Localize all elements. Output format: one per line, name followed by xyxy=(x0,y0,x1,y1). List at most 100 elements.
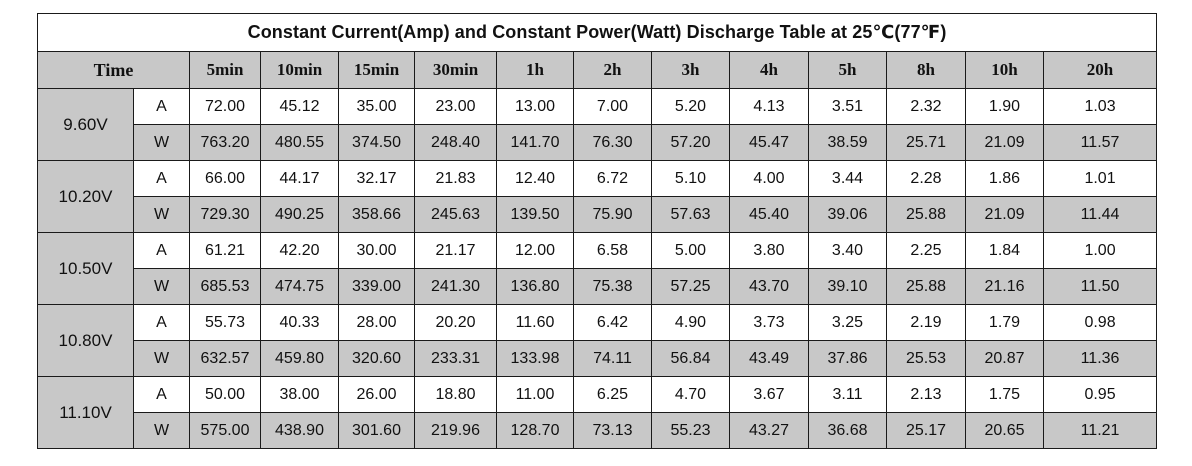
value-cell: 438.90 xyxy=(260,412,339,449)
column-header: 1h xyxy=(496,51,574,89)
value-cell: 632.57 xyxy=(189,340,261,377)
value-cell: 74.11 xyxy=(573,340,652,377)
value-cell: 3.67 xyxy=(729,376,809,413)
discharge-table-container: Constant Current(Amp) and Constant Power… xyxy=(36,13,1158,449)
value-cell: 55.23 xyxy=(651,412,730,449)
value-cell: 72.00 xyxy=(189,88,261,125)
value-cell: 6.72 xyxy=(573,160,652,197)
value-cell: 45.47 xyxy=(729,124,809,161)
value-cell: 25.53 xyxy=(886,340,966,377)
value-cell: 4.00 xyxy=(729,160,809,197)
table-row: 11.10V A 50.00 38.00 26.00 18.80 11.00 6.25 4.70… xyxy=(37,376,1158,449)
unit-cell: A xyxy=(133,232,190,269)
value-cell: 2.32 xyxy=(886,88,966,125)
unit-cell: A xyxy=(133,160,190,197)
value-cell: 490.25 xyxy=(260,196,339,233)
time-header: Time xyxy=(37,51,190,89)
column-header: 30min xyxy=(414,51,497,89)
value-cell: 38.59 xyxy=(808,124,887,161)
value-cell: 43.70 xyxy=(729,268,809,305)
value-cell: 39.10 xyxy=(808,268,887,305)
value-cell: 11.00 xyxy=(496,376,574,413)
value-cell: 3.11 xyxy=(808,376,887,413)
value-cell: 21.16 xyxy=(965,268,1044,305)
value-cell: 139.50 xyxy=(496,196,574,233)
value-cell: 13.00 xyxy=(496,88,574,125)
voltage-cell: 10.50V xyxy=(37,232,134,305)
value-cell: 3.51 xyxy=(808,88,887,125)
value-cell: 219.96 xyxy=(414,412,497,449)
value-cell: 21.09 xyxy=(965,124,1044,161)
unit-cell: W xyxy=(133,340,190,377)
value-cell: 245.63 xyxy=(414,196,497,233)
column-header: 5min xyxy=(189,51,261,89)
value-cell: 374.50 xyxy=(338,124,415,161)
value-cell: 1.86 xyxy=(965,160,1044,197)
value-cell: 61.21 xyxy=(189,232,261,269)
value-cell: 3.80 xyxy=(729,232,809,269)
value-cell: 11.57 xyxy=(1042,124,1158,161)
value-cell: 38.00 xyxy=(260,376,339,413)
value-cell: 3.25 xyxy=(808,304,887,341)
value-cell: 11.50 xyxy=(1042,268,1158,305)
column-header: 4h xyxy=(729,51,809,89)
column-header: 8h xyxy=(886,51,966,89)
table-row: W 729.30 490.25 358.66 245.63 139.50 75.90 57.6… xyxy=(38,196,1158,233)
value-cell: 241.30 xyxy=(414,268,497,305)
value-cell: 6.42 xyxy=(573,304,652,341)
value-cell: 1.01 xyxy=(1042,160,1158,197)
value-cell: 1.75 xyxy=(965,376,1044,413)
value-cell: 133.98 xyxy=(496,340,574,377)
value-cell: 301.60 xyxy=(338,412,415,449)
value-cell: 1.00 xyxy=(1042,232,1158,269)
column-header: 20h xyxy=(1042,51,1158,89)
value-cell: 2.25 xyxy=(886,232,966,269)
value-cell: 21.83 xyxy=(414,160,497,197)
voltage-cell: 11.10V xyxy=(37,376,134,449)
value-cell: 20.87 xyxy=(965,340,1044,377)
value-cell: 45.40 xyxy=(729,196,809,233)
unit-cell: A xyxy=(133,376,190,413)
value-cell: 2.28 xyxy=(886,160,966,197)
value-cell: 4.90 xyxy=(651,304,730,341)
unit-cell: W xyxy=(133,196,190,233)
value-cell: 1.84 xyxy=(965,232,1044,269)
value-cell: 474.75 xyxy=(260,268,339,305)
value-cell: 480.55 xyxy=(260,124,339,161)
value-cell: 56.84 xyxy=(651,340,730,377)
column-header: 15min xyxy=(338,51,415,89)
unit-cell: A xyxy=(133,88,190,125)
table-row: 10.80V A 55.73 40.33 28.00 20.20 11.60 6.42 4.90… xyxy=(37,304,1158,377)
unit-cell: A xyxy=(133,304,190,341)
table-row: W 632.57 459.80 320.60 233.31 133.98 74.11 56.8… xyxy=(38,340,1158,377)
value-cell: 57.63 xyxy=(651,196,730,233)
value-cell: 26.00 xyxy=(338,376,415,413)
value-cell: 45.12 xyxy=(260,88,339,125)
value-cell: 3.44 xyxy=(808,160,887,197)
value-cell: 141.70 xyxy=(496,124,574,161)
value-cell: 21.17 xyxy=(414,232,497,269)
value-cell: 4.70 xyxy=(651,376,730,413)
value-cell: 25.71 xyxy=(886,124,966,161)
value-cell: 1.03 xyxy=(1042,88,1158,125)
value-cell: 5.00 xyxy=(651,232,730,269)
value-cell: 2.19 xyxy=(886,304,966,341)
value-cell: 7.00 xyxy=(573,88,652,125)
value-cell: 5.20 xyxy=(651,88,730,125)
table-title: Constant Current(Amp) and Constant Power… xyxy=(36,13,1158,52)
value-cell: 18.80 xyxy=(414,376,497,413)
value-cell: 12.00 xyxy=(496,232,574,269)
value-cell: 73.13 xyxy=(573,412,652,449)
value-cell: 30.00 xyxy=(338,232,415,269)
value-cell: 6.58 xyxy=(573,232,652,269)
value-cell: 25.17 xyxy=(886,412,966,449)
value-cell: 6.25 xyxy=(573,376,652,413)
table-row: W 575.00 438.90 301.60 219.96 128.70 73.13 55.2… xyxy=(38,412,1158,449)
unit-cell: W xyxy=(133,124,190,161)
column-header: 2h xyxy=(573,51,652,89)
value-cell: 43.49 xyxy=(729,340,809,377)
table-row: 10.50V A 61.21 42.20 30.00 21.17 12.00 6.58 5.00… xyxy=(37,232,1158,305)
table-row: W 763.20 480.55 374.50 248.40 141.70 76.30 57.2… xyxy=(38,124,1158,161)
unit-cell: W xyxy=(133,412,190,449)
discharge-table: Constant Current(Amp) and Constant Power… xyxy=(36,13,1158,449)
